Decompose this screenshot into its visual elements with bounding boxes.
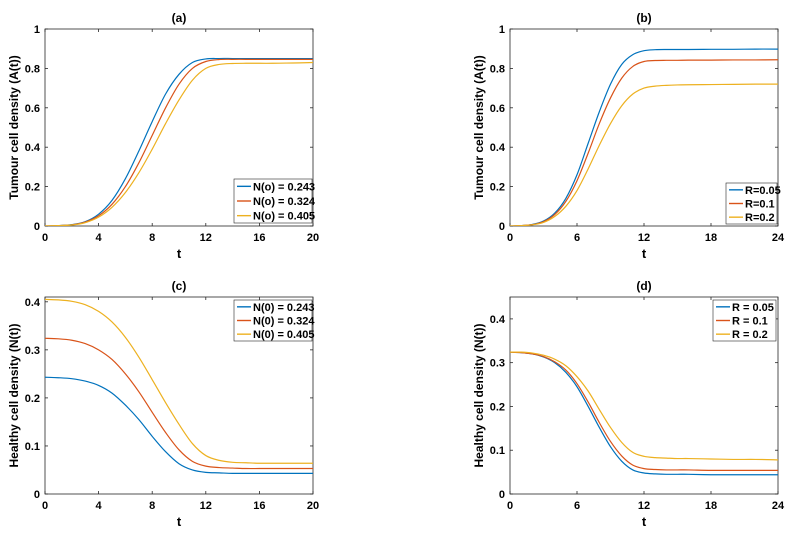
y-tick-label: 0.2 (490, 182, 505, 194)
y-tick-label: 0.8 (490, 63, 505, 75)
y-tick-label: 0.2 (25, 393, 40, 405)
x-axis-label: t (642, 514, 647, 529)
y-tick-label: 0.4 (490, 314, 506, 326)
y-tick-label: 1 (499, 24, 505, 36)
x-tick-label: 0 (507, 232, 513, 244)
legend: R=0.05 R=0.1R=0.2 (725, 182, 781, 225)
legend-label: N(0) = 0.324 (253, 316, 315, 328)
legend-label: R=0.2 (745, 212, 775, 224)
x-tick-label: 18 (705, 500, 717, 512)
series-line-2 (45, 337, 313, 470)
y-axis-label: Tumour cell density (A(t)) (472, 55, 486, 199)
y-tick-label: 0.1 (490, 445, 505, 457)
y-tick-label: 1 (34, 24, 40, 36)
chart-title: (a) (172, 11, 187, 25)
x-tick-label: 20 (307, 232, 319, 244)
chart-title: (b) (636, 11, 651, 25)
x-tick-label: 12 (200, 232, 212, 244)
y-tick-label: 0.3 (25, 345, 40, 357)
y-tick-label: 0.3 (490, 358, 505, 370)
x-tick-label: 4 (96, 500, 103, 512)
y-tick-label: 0.2 (490, 401, 505, 413)
y-tick-label: 0.4 (25, 142, 41, 154)
x-tick-label: 8 (149, 232, 155, 244)
y-tick-label: 0.6 (25, 103, 40, 115)
series-line-1 (510, 48, 778, 226)
x-tick-label: 20 (307, 500, 319, 512)
x-tick-label: 24 (772, 500, 785, 512)
legend: N(o) = 0.243 N(o) = 0.324 N(o) = 0.405 (233, 178, 316, 224)
x-tick-label: 8 (149, 500, 155, 512)
x-tick-label: 6 (574, 500, 580, 512)
series-line-2 (45, 58, 313, 226)
legend-label: R=0.05 (745, 185, 781, 197)
y-tick-label: 0 (34, 489, 40, 501)
series-line-3 (510, 83, 778, 226)
chart-title: (c) (172, 279, 187, 293)
series-line-1 (45, 376, 313, 474)
chart-panel-c: (c) 0 4 8 12 16 20 0 0.1 0.2 0.3 0.4 t Healthy cell d… (7, 279, 319, 529)
x-axis-label: t (642, 246, 647, 261)
y-tick-label: 0.4 (25, 297, 41, 309)
chart-panel-d: (d) 0 6 12 18 24 0 0.1 0.2 0.3 0.4 t Healthy cell de… (472, 279, 785, 529)
chart-title: (d) (636, 279, 651, 293)
series-line-3 (510, 351, 778, 461)
chart-panel-b: (b) 0 6 12 18 24 0 0.2 0.4 0.6 0.8 1 t Tumour cell de… (472, 11, 785, 261)
legend-label: N(o) = 0.243 (253, 181, 315, 193)
legend-label: N(o) = 0.324 (253, 196, 316, 208)
x-tick-label: 6 (574, 232, 580, 244)
y-tick-label: 0 (499, 221, 505, 233)
x-tick-label: 18 (705, 232, 717, 244)
y-axis-label: Healthy cell density (N(t)) (7, 323, 21, 467)
x-axis-label: t (177, 514, 182, 529)
x-tick-label: 0 (42, 500, 48, 512)
legend-label: R=0.1 (745, 199, 775, 211)
x-tick-label: 12 (638, 500, 650, 512)
legend-label: N(0) = 0.405 (253, 329, 314, 341)
y-tick-label: 0.6 (490, 103, 505, 115)
x-axis-label: t (177, 246, 182, 261)
x-tick-label: 0 (507, 500, 513, 512)
series-line-2 (510, 59, 778, 226)
legend-label: N(0) = 0.243 (253, 302, 314, 314)
y-tick-label: 0 (34, 221, 40, 233)
legend-label: R = 0.05 (732, 302, 774, 314)
y-tick-label: 0 (499, 489, 505, 501)
x-tick-label: 4 (96, 232, 103, 244)
x-tick-label: 12 (200, 500, 212, 512)
y-axis-label: Tumour cell density (A(t)) (7, 55, 21, 199)
x-tick-label: 16 (253, 500, 265, 512)
legend-label: N(o) = 0.405 (253, 211, 315, 223)
series-line-3 (45, 298, 313, 464)
y-tick-label: 0.1 (25, 441, 40, 453)
series-line-2 (510, 351, 778, 471)
legend-label: R = 0.2 (732, 329, 768, 341)
series-line-3 (45, 61, 313, 226)
x-tick-label: 12 (638, 232, 650, 244)
chart-panel-a: (a) 0 4 8 12 16 20 0 0.2 0.4 0.6 0.8 1 t Tumour cell d… (7, 11, 319, 261)
y-axis-label: Healthy cell density (N(t)) (472, 323, 486, 467)
legend-label: R = 0.1 (732, 316, 768, 328)
y-tick-label: 0.8 (25, 63, 40, 75)
x-tick-label: 24 (772, 232, 785, 244)
y-tick-label: 0.2 (25, 182, 40, 194)
x-tick-label: 0 (42, 232, 48, 244)
x-tick-label: 16 (253, 232, 265, 244)
y-tick-label: 0.4 (490, 142, 506, 154)
legend: R = 0.05 R = 0.1R = 0.2 (712, 299, 777, 342)
